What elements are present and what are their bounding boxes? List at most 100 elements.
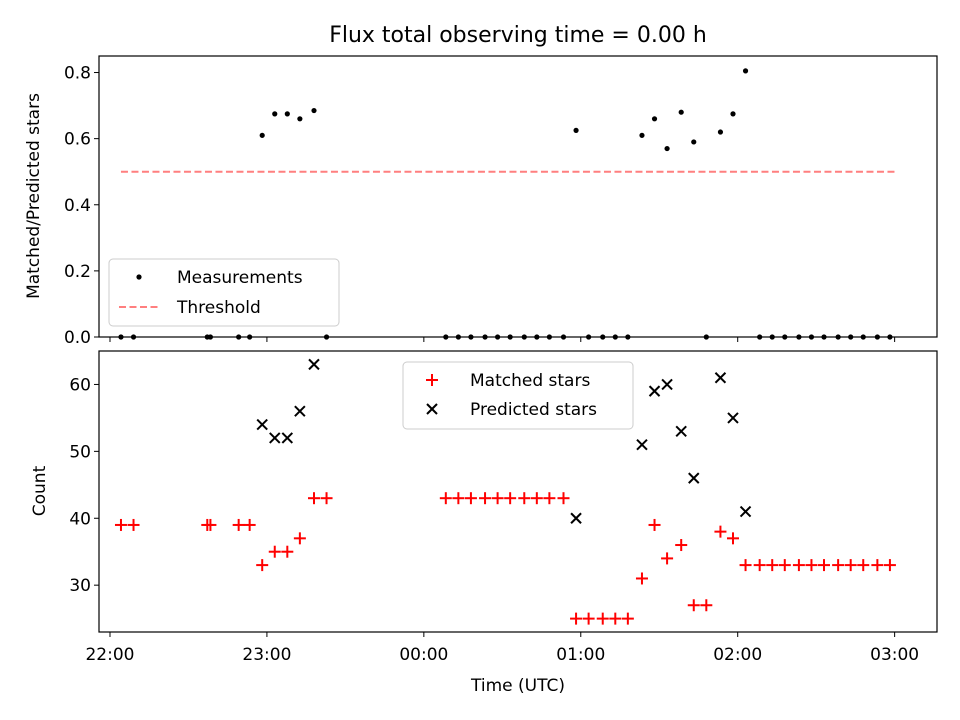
legend-marker-measurements	[136, 274, 142, 280]
matched-star-point	[232, 518, 245, 531]
matched-star-point	[582, 612, 595, 625]
matched-star-point	[464, 492, 477, 505]
measurement-point	[808, 334, 815, 340]
predicted-star-point	[727, 412, 739, 424]
bottom-legend-box	[402, 361, 634, 430]
measurement-point	[534, 334, 540, 340]
measurement-point	[769, 334, 775, 340]
measurement-point	[560, 334, 567, 340]
bottom-plot-frame	[98, 350, 938, 633]
measurement-point	[874, 334, 880, 340]
matched-star-point	[621, 612, 634, 625]
measurement-point	[521, 334, 527, 340]
bottom-legend: Matched stars Predicted stars	[402, 361, 634, 430]
matched-star-point	[661, 552, 674, 565]
matched-star-point	[452, 492, 465, 505]
bottom-y-axis-label: Count	[30, 465, 50, 516]
measurement-point	[443, 334, 449, 340]
predicted-star-point	[636, 438, 648, 451]
matched-star-point	[439, 492, 452, 505]
measurement-point	[664, 145, 670, 152]
measurement-point	[742, 68, 749, 74]
measurement-point	[796, 334, 802, 340]
matched-star-point	[570, 612, 583, 625]
matched-star-point	[491, 492, 504, 505]
measurement-point	[247, 334, 253, 340]
measurement-point	[848, 334, 854, 340]
predicted-star-point	[308, 358, 320, 371]
matched-star-point	[792, 559, 805, 572]
matched-star-point	[778, 559, 791, 572]
predicted-star-point	[570, 512, 582, 524]
measurement-point	[678, 109, 684, 115]
legend-label-matched: Matched stars	[470, 371, 590, 391]
x-tick-label: 02:00	[713, 645, 762, 665]
matched-star-point	[739, 559, 752, 572]
measurement-point	[600, 334, 606, 340]
measurement-point	[546, 334, 552, 340]
x-tick-label: 22:00	[85, 645, 134, 665]
legend-marker-predicted	[426, 403, 438, 415]
measurement-point	[259, 132, 265, 138]
measurement-point	[323, 334, 330, 340]
matched-star-point	[648, 518, 661, 531]
matched-star-point	[281, 545, 294, 558]
predicted-star-point	[739, 505, 752, 518]
measurement-point	[586, 334, 592, 340]
measurement-point	[284, 111, 290, 117]
legend-label-threshold: Threshold	[176, 298, 261, 318]
measurement-point	[494, 334, 501, 340]
measurement-point	[860, 334, 866, 340]
measurement-point	[625, 334, 631, 340]
bottom-plot-area: 30 40 50 60 22:00 23:00 00:00 01:00 02:00 03:00	[69, 350, 938, 665]
matched-star-point	[609, 612, 622, 625]
matched-star-point	[818, 559, 831, 572]
predicted-star-point	[675, 425, 687, 437]
matched-star-point	[479, 492, 492, 505]
predicted-star-point	[256, 418, 268, 431]
predicted-star-point	[688, 472, 700, 484]
measurement-point	[639, 132, 645, 138]
matched-star-point	[557, 492, 570, 505]
matched-star-point	[766, 559, 779, 572]
measurement-point	[455, 334, 461, 340]
measurement-point	[118, 334, 124, 340]
matched-star-point	[871, 559, 884, 572]
matched-star-point	[883, 559, 896, 572]
measurement-point	[821, 334, 827, 340]
top-y-tick-label: 0.6	[64, 130, 91, 150]
predicted-star-point	[714, 372, 727, 384]
matched-star-point	[675, 539, 688, 552]
bottom-y-tick-label: 60	[69, 375, 91, 395]
matched-star-point	[635, 572, 648, 585]
measurement-point	[272, 111, 278, 117]
matched-star-point	[307, 492, 320, 505]
predicted-star-point	[281, 432, 294, 444]
matched-star-point	[504, 492, 517, 505]
legend-label-measurements: Measurements	[177, 268, 303, 288]
measurement-point	[691, 139, 697, 145]
top-legend-box	[108, 258, 340, 327]
measurement-point	[573, 127, 579, 133]
top-plot-frame	[98, 55, 938, 338]
top-y-axis-label: Matched/Predicted stars	[24, 93, 44, 299]
measurement-point	[207, 334, 214, 340]
x-tick-label: 23:00	[242, 645, 291, 665]
predicted-star-point	[661, 378, 673, 391]
measurement-point	[612, 334, 618, 340]
x-tick-label: 00:00	[399, 645, 448, 665]
legend-marker-matched	[426, 374, 438, 386]
matched-star-point	[114, 518, 127, 531]
top-y-tick-label: 0.2	[64, 262, 91, 282]
measurement-point	[757, 334, 763, 340]
bottom-y-tick-label: 40	[69, 509, 91, 529]
bottom-y-tick-label: 30	[69, 576, 91, 596]
bottom-y-tick-label: 50	[69, 442, 91, 462]
matched-star-point	[293, 532, 306, 545]
matched-star-point	[687, 599, 700, 612]
matched-star-point	[530, 492, 543, 505]
top-plot-area: 0.0 0.2 0.4 0.6 0.8	[64, 55, 938, 348]
matched-star-point	[256, 559, 269, 572]
measurement-point	[468, 334, 474, 340]
